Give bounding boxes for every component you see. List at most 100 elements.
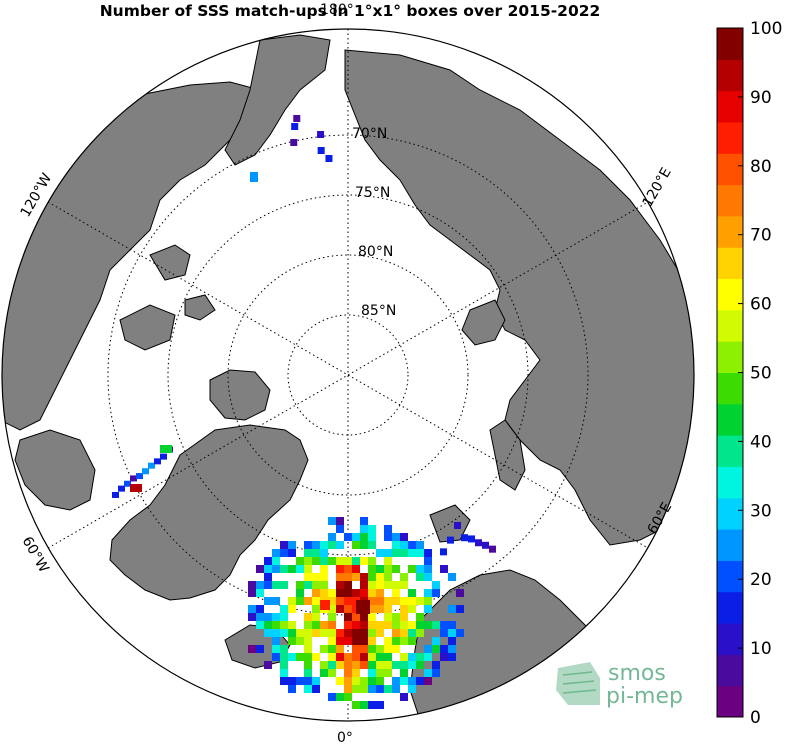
matchup-cell — [384, 557, 392, 565]
banks-island — [149, 244, 191, 281]
ellesmere-island — [209, 369, 271, 421]
matchup-cell — [400, 613, 408, 621]
colorbar-swatch — [717, 278, 743, 311]
matchup-cell — [296, 565, 304, 573]
matchup-cell — [352, 653, 360, 661]
matchup-cell — [352, 557, 360, 565]
matchup-cell — [400, 597, 408, 605]
matchup-cell — [296, 637, 304, 645]
matchup-cell — [424, 557, 432, 565]
matchup-cell — [376, 565, 384, 573]
matchup-cell — [352, 701, 360, 709]
matchup-cell — [272, 557, 280, 565]
colorbar-swatch — [717, 184, 743, 217]
matchup-cell — [360, 517, 368, 525]
matchup-cell — [336, 605, 344, 613]
matchup-cell — [296, 597, 304, 605]
lat-label-80: 80°N — [358, 244, 393, 260]
matchup-cell — [448, 573, 456, 581]
matchup-cell — [256, 613, 264, 621]
matchup-cell — [408, 677, 416, 685]
matchup-cell — [408, 597, 416, 605]
colorbar-tick-label: 70 — [750, 226, 772, 246]
matchup-cell — [304, 653, 312, 661]
matchup-cell — [336, 597, 344, 605]
matchup-cell — [320, 589, 328, 597]
matchup-cell — [288, 597, 296, 605]
matchup-cell — [408, 541, 416, 549]
matchup-cell — [272, 581, 280, 589]
matchup-cell — [264, 629, 272, 637]
colorbar-tick-label: 100 — [750, 19, 782, 39]
matchup-cell — [400, 653, 408, 661]
matchup-cell — [344, 613, 352, 621]
matchup-cell — [384, 669, 392, 677]
matchup-cell — [280, 613, 288, 621]
matchup-cell — [400, 581, 408, 589]
matchup-cell — [312, 677, 320, 685]
colorbar-swatch — [717, 435, 743, 467]
colorbar-tick-label: 10 — [750, 639, 772, 659]
matchup-cell — [296, 557, 304, 565]
matchup-cell — [368, 581, 376, 589]
matchup-cell — [400, 693, 408, 701]
colorbar-swatch — [717, 623, 743, 655]
svalbard — [429, 504, 471, 543]
matchup-cell — [424, 549, 432, 557]
matchup-cell — [482, 541, 489, 549]
matchup-cell — [448, 637, 456, 645]
matchup-cell — [280, 629, 288, 637]
matchup-cell — [360, 557, 368, 565]
matchup-cell — [400, 533, 408, 541]
matchup-cell — [376, 701, 384, 709]
matchup-cell — [290, 139, 298, 146]
matchup-cell — [440, 629, 448, 637]
matchup-cell — [440, 565, 448, 573]
matchup-cell — [280, 661, 288, 669]
matchup-cell — [304, 645, 312, 653]
matchup-cell — [160, 445, 172, 453]
matchup-cell — [320, 645, 328, 653]
matchup-cell — [376, 605, 384, 613]
matchup-cell — [448, 653, 456, 661]
matchup-cell — [408, 565, 416, 573]
matchup-cell — [392, 541, 400, 549]
matchup-cell — [336, 517, 344, 525]
matchup-cell — [360, 541, 368, 549]
matchup-cell — [336, 693, 344, 701]
matchup-cell — [424, 645, 432, 653]
matchup-cell — [408, 589, 416, 597]
matchup-cell — [368, 685, 376, 693]
matchup-cell — [408, 653, 416, 661]
matchup-cell — [336, 541, 344, 549]
matchup-cell — [248, 605, 256, 613]
matchup-cell — [304, 677, 312, 685]
matchup-cell — [384, 549, 392, 557]
matchup-cell — [296, 629, 304, 637]
matchup-cell — [352, 677, 360, 685]
matchup-cell — [280, 645, 288, 653]
matchup-cell — [424, 677, 432, 685]
matchup-cell — [336, 589, 344, 597]
matchup-cell — [312, 581, 320, 589]
matchup-cell — [352, 565, 360, 573]
colorbar-tick-label: 30 — [750, 501, 772, 521]
colorbar-swatch — [717, 560, 743, 593]
matchup-cells — [112, 115, 496, 709]
matchup-cell — [400, 605, 408, 613]
matchup-cell — [288, 685, 296, 693]
matchup-cell — [392, 565, 400, 573]
matchup-cell — [392, 621, 400, 629]
matchup-cell — [408, 637, 416, 645]
matchup-cell — [288, 605, 296, 613]
matchup-cell — [320, 629, 328, 637]
matchup-cell — [376, 629, 384, 637]
matchup-cell — [344, 581, 352, 589]
colorbar-swatch — [717, 403, 743, 436]
matchup-cell — [264, 565, 272, 573]
matchup-cell — [368, 525, 376, 533]
matchup-cell — [328, 637, 336, 645]
matchup-cell — [384, 613, 392, 621]
matchup-cell — [376, 685, 384, 693]
